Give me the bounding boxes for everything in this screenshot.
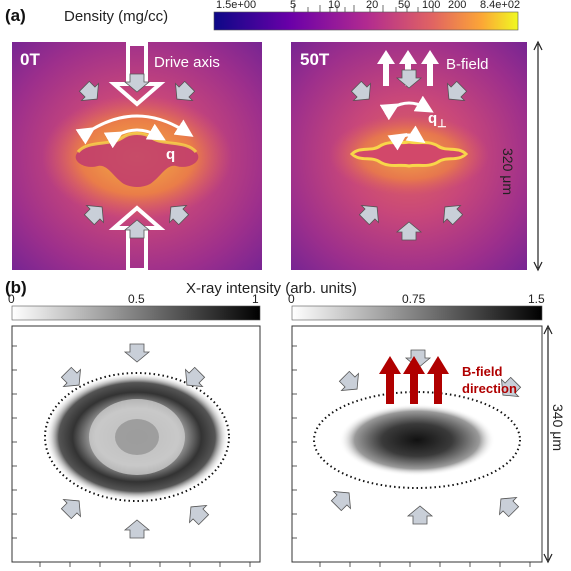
curved-arrow-inner-0t	[103, 123, 166, 149]
compression-arrows-50t	[350, 69, 468, 241]
bfield-direction-label-2: direction	[462, 381, 517, 396]
image-title-0t: 0T	[20, 50, 40, 69]
dotted-boundary-left	[44, 372, 230, 502]
density-tick-1: 5	[290, 0, 297, 11]
bfield-direction-arrows	[379, 356, 449, 404]
panel-b-label: (b)	[5, 278, 27, 297]
density-colorbar-title: Density (mg/cc)	[64, 8, 169, 25]
xray-right-tick-1: 0.75	[402, 292, 426, 306]
scale-label-b: 340 μm	[550, 404, 566, 451]
curved-arrow-inner-50t	[387, 125, 426, 151]
curved-arrow-outer-0t	[75, 114, 194, 145]
image-title-50t: 50T	[300, 50, 330, 69]
bfield-direction-label-1: B-field	[462, 364, 503, 379]
density-tick-0: 1.5e+00	[216, 0, 257, 11]
density-colorbar-ticks	[293, 5, 434, 12]
bfield-arrows-top	[377, 50, 439, 86]
scale-bar-a	[533, 40, 543, 272]
xray-colorbar-title: X-ray intensity (arb. units)	[186, 280, 357, 297]
density-tick-4: 50	[398, 0, 411, 11]
xray-colorbar-left	[11, 305, 261, 321]
xray-right-tick-2: 1.5	[528, 292, 545, 306]
density-tick-7: 8.4e+02	[480, 0, 521, 11]
scale-bar-b	[543, 324, 553, 564]
xray-left-tick-2: 1	[252, 292, 259, 306]
density-colorbar	[213, 11, 519, 31]
bfield-label: B-field	[446, 56, 489, 73]
scale-label-a: 320 μm	[500, 148, 516, 195]
xray-frame-ticks	[12, 345, 531, 567]
dotted-boundary-right	[313, 391, 521, 489]
density-tick-2: 10	[328, 0, 341, 11]
compression-arrows-xray-left	[60, 343, 210, 539]
drive-arrow-bottom	[108, 205, 166, 272]
symbol-q-perp: q⊥	[428, 110, 447, 130]
symbol-q-0t: q	[166, 146, 176, 163]
panel-a-label: (a)	[5, 6, 26, 25]
density-tick-5: 100	[422, 0, 441, 11]
xray-colorbar-right	[291, 305, 543, 321]
compression-arrows-0t	[78, 73, 196, 239]
density-tick-6: 200	[448, 0, 467, 11]
drive-axis-label: Drive axis	[154, 54, 220, 71]
compression-arrows-xray-right	[330, 349, 522, 525]
xray-right-tick-0: 0	[288, 292, 295, 306]
density-tick-3: 20	[366, 0, 379, 11]
xray-left-tick-1: 0.5	[128, 292, 145, 306]
xray-left-tick-0: 0	[8, 292, 15, 306]
drive-arrow-top	[108, 42, 166, 107]
curved-arrow-outer-50t	[379, 95, 434, 121]
